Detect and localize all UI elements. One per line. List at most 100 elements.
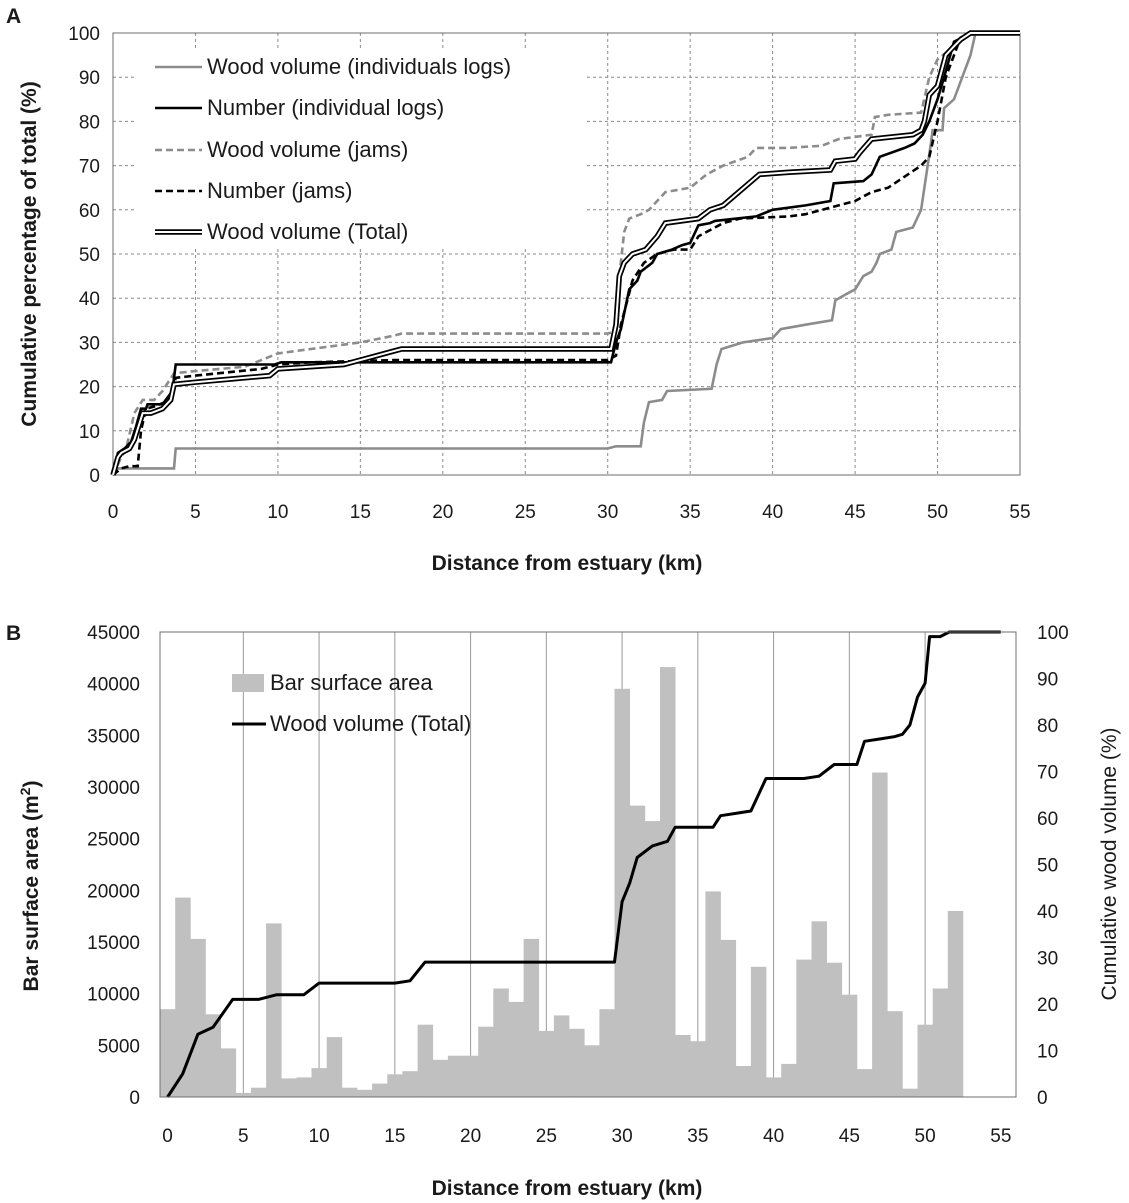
bar: [644, 821, 661, 1097]
x-tick-label: 35: [687, 1126, 708, 1147]
y-tick-label: 70: [79, 157, 100, 178]
x-tick-label: 25: [536, 1126, 557, 1147]
bar: [523, 938, 540, 1097]
bar: [235, 1092, 252, 1097]
series-wood-volume-jams: [111, 31, 1020, 476]
bar: [947, 911, 964, 1097]
y2-tick-label: 20: [1037, 995, 1058, 1016]
bar: [266, 923, 282, 1097]
bar: [599, 1009, 615, 1097]
panel-b-y-axis-title-close: ): [20, 781, 43, 788]
x-tick-label: 25: [515, 502, 536, 523]
y-tick-label: 40: [79, 289, 100, 310]
legend-item: Bar surface area: [232, 670, 433, 695]
x-tick-label: 45: [845, 502, 866, 523]
series-wood-volume-individual-logs-path: [111, 31, 1020, 476]
bar: [781, 1063, 797, 1097]
legend-item: Wood volume (Total): [155, 219, 408, 244]
x-tick-label: 40: [763, 1126, 784, 1147]
bar: [902, 1088, 918, 1097]
panel-b-plot-frame: [159, 631, 1017, 1098]
panel-b-chart: B 0 5 10 15 20 25 30 35 40 45 50 55 050001000015000…: [6, 622, 1121, 1200]
bar: [856, 1069, 873, 1097]
bar: [660, 667, 676, 1097]
bar: [720, 939, 737, 1097]
panel-b-y2-axis-title: Cumulative wood volume (%): [1098, 727, 1121, 1000]
y-tick-label: 50: [79, 245, 100, 266]
legend-label: Wood volume (jams): [207, 137, 408, 162]
legend-label: Wood volume (individuals logs): [207, 54, 511, 79]
x-tick-label: 10: [309, 1126, 330, 1147]
y-tick-label: 80: [79, 112, 100, 133]
bar: [614, 688, 630, 1097]
y2-tick-label: 0: [1037, 1088, 1048, 1109]
bar: [190, 938, 206, 1097]
legend-background: [135, 48, 585, 248]
bar: [872, 772, 888, 1097]
x-tick-label: 5: [190, 502, 201, 523]
bar: [629, 805, 646, 1097]
x-tick-label: 45: [839, 1126, 860, 1147]
x-tick-label: 0: [108, 502, 119, 523]
y-tick-label: 60: [79, 201, 100, 222]
legend-label: Number (jams): [207, 178, 352, 203]
y-tick-label: 90: [79, 68, 100, 89]
bar: [887, 1011, 903, 1097]
x-tick-label: 20: [432, 502, 453, 523]
x-tick-label: 0: [162, 1126, 173, 1147]
bar: [538, 1030, 555, 1097]
series-wood-volume-jams-path: [111, 31, 1020, 476]
bar: [463, 1055, 479, 1097]
y-tick-label: 35000: [87, 726, 140, 747]
bar: [417, 1024, 434, 1097]
series-wood-volume-total-inner: [112, 32, 1020, 476]
panel-b-x-ticks: 0 5 10 15 20 25 30 35 40 45 50 55: [162, 1126, 1011, 1147]
bar: [160, 1009, 176, 1097]
x-tick-label: 55: [1009, 502, 1030, 523]
bar: [311, 1068, 327, 1097]
y2-tick-label: 10: [1037, 1042, 1058, 1063]
y2-tick-label: 90: [1037, 670, 1058, 691]
panel-b-line: [166, 630, 1001, 1098]
x-tick-label: 15: [384, 1126, 405, 1147]
legend-label: Wood volume (Total): [270, 711, 471, 736]
y2-tick-label: 40: [1037, 902, 1058, 923]
bar: [766, 1077, 782, 1097]
bar: [357, 1089, 373, 1097]
bar: [917, 1024, 933, 1097]
bar: [750, 966, 767, 1097]
bar: [387, 1074, 403, 1097]
bar: [493, 988, 509, 1097]
legend-label: Number (individual logs): [207, 95, 444, 120]
y-tick-label: 100: [68, 24, 100, 45]
legend-item: Wood volume (jams): [155, 137, 408, 162]
bar: [372, 1083, 388, 1097]
bar: [220, 1048, 237, 1097]
y2-tick-label: 80: [1037, 716, 1058, 737]
bar: [690, 1041, 706, 1097]
bar: [432, 1059, 449, 1097]
bar: [796, 959, 812, 1097]
panel-a-chart: A 0 5 10 15 20 25 30 35 40 45 50 55 0 10 20 30 40 50 60 70…: [6, 5, 1031, 575]
legend-item: Wood volume (Total): [232, 711, 471, 736]
bar: [811, 921, 827, 1097]
legend-label: Bar surface area: [270, 670, 433, 695]
panel-b-x-axis-title: Distance from estuary (km): [432, 1177, 703, 1200]
bar: [341, 1087, 358, 1097]
series-number-individual-logs-path: [111, 31, 1020, 476]
panel-b-y2-ticks: 0 10 20 30 40 50 60 70 80 90 100: [1037, 623, 1069, 1109]
y2-tick-label: 70: [1037, 763, 1058, 784]
panel-b-label: B: [6, 622, 21, 645]
bar: [841, 994, 858, 1097]
series-wood-volume-total-line: [166, 630, 1001, 1098]
y2-tick-label: 60: [1037, 809, 1058, 830]
bar: [478, 1026, 494, 1097]
panel-b-legend: Bar surface area Wood volume (Total): [232, 670, 471, 736]
panel-a-legend: Wood volume (individuals logs) Number (in…: [135, 48, 585, 248]
legend-label: Wood volume (Total): [207, 219, 408, 244]
y2-tick-label: 50: [1037, 856, 1058, 877]
bar: [508, 1001, 524, 1097]
panel-b-y-axis-title-main: Bar surface area (m: [20, 795, 43, 991]
panel-a-label: A: [6, 5, 21, 28]
series-number-individual-logs: [111, 31, 1020, 476]
